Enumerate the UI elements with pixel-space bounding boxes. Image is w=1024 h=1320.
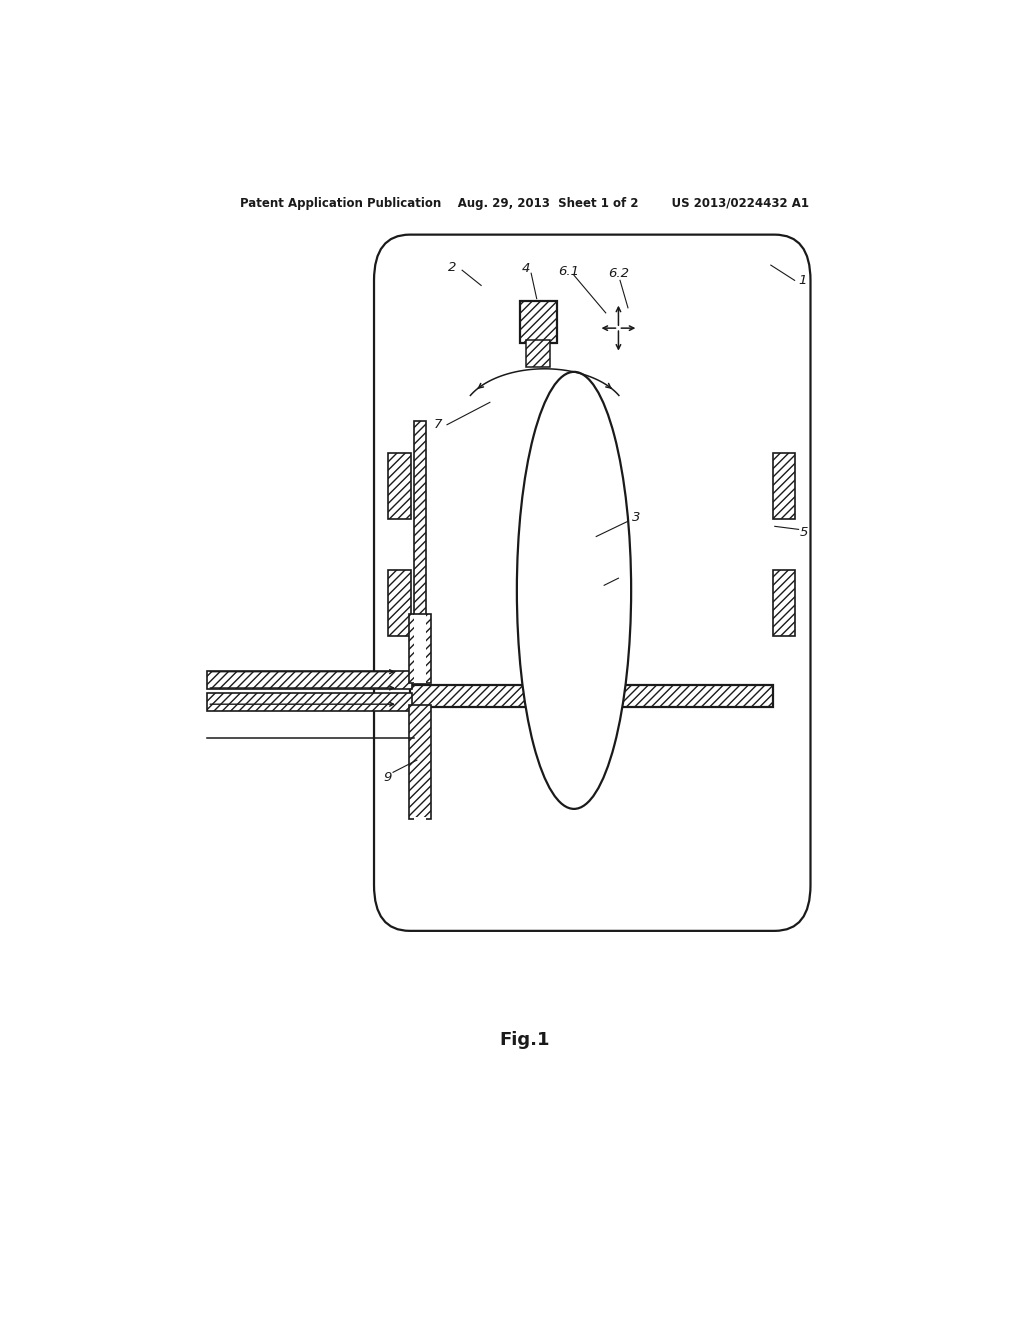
- Bar: [415, 421, 426, 614]
- Bar: [207, 671, 412, 689]
- Text: 4: 4: [521, 261, 529, 275]
- Text: 6.1: 6.1: [558, 265, 579, 277]
- Text: 8: 8: [622, 574, 630, 587]
- Bar: [773, 570, 796, 636]
- Bar: [388, 453, 411, 519]
- Text: 3: 3: [632, 511, 640, 524]
- Bar: [773, 453, 796, 519]
- Bar: [526, 341, 550, 367]
- Bar: [388, 570, 411, 636]
- Bar: [207, 693, 412, 711]
- Bar: [415, 614, 426, 682]
- Text: 2: 2: [447, 260, 456, 273]
- Bar: [415, 817, 426, 840]
- FancyBboxPatch shape: [374, 235, 811, 931]
- Text: Fig.1: Fig.1: [500, 1031, 550, 1048]
- Bar: [409, 705, 431, 818]
- Bar: [520, 301, 557, 343]
- Text: 1: 1: [799, 273, 807, 286]
- Text: 9: 9: [383, 771, 392, 784]
- Bar: [547, 690, 585, 705]
- Text: 5: 5: [800, 525, 808, 539]
- Bar: [410, 685, 773, 708]
- Text: Patent Application Publication    Aug. 29, 2013  Sheet 1 of 2        US 2013/022: Patent Application Publication Aug. 29, …: [241, 197, 809, 210]
- Ellipse shape: [517, 372, 631, 809]
- Text: 6.2: 6.2: [608, 267, 629, 280]
- Bar: [409, 614, 431, 682]
- Text: 7: 7: [433, 418, 441, 432]
